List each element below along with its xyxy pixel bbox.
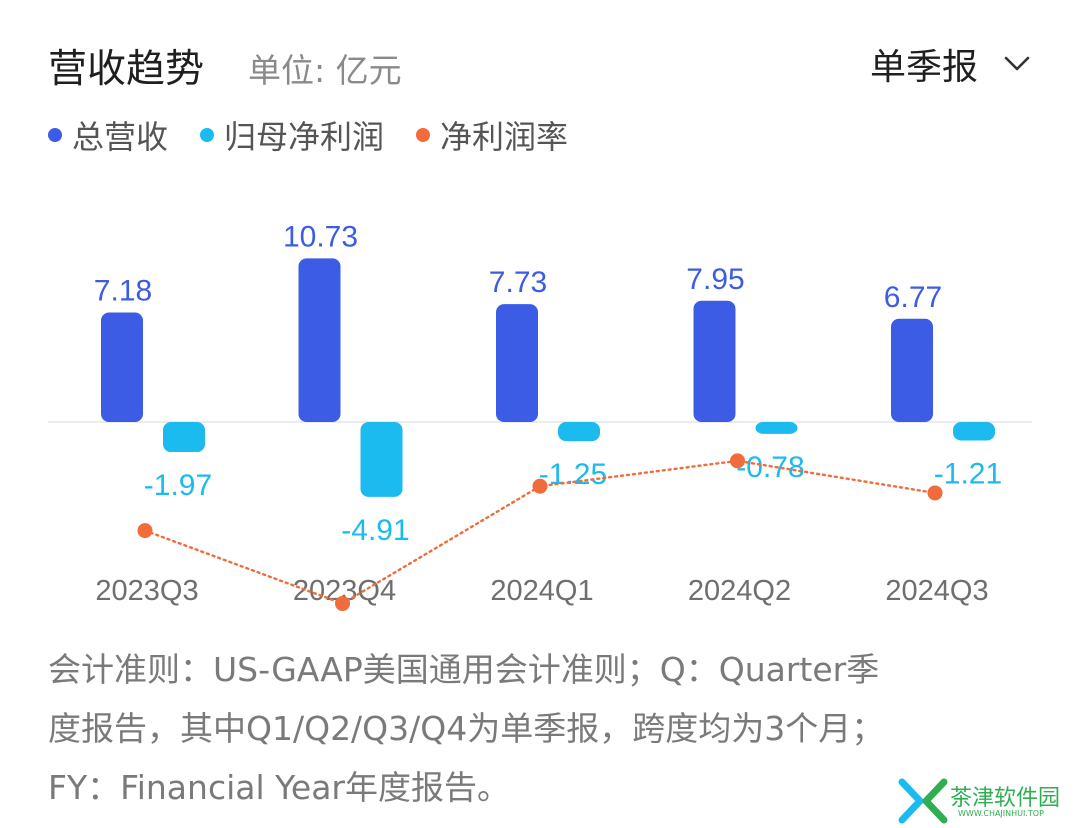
- period-dropdown-label: 单季报: [869, 47, 978, 88]
- net-profit-bar: [558, 422, 600, 442]
- watermark-name: 茶津软件园: [950, 786, 1061, 811]
- x-tick-label: 2024Q1: [490, 575, 593, 607]
- legend-item-net-margin[interactable]: 净利润率: [416, 112, 568, 158]
- accounting-footnote: 会计准则：US-GAAP美国通用会计准则；Q：Quarter季 度报告，其中Q1…: [48, 640, 1032, 817]
- revenue-value-label: 6.77: [884, 281, 942, 314]
- revenue-value-label: 7.18: [94, 275, 152, 308]
- net-margin-point: [137, 523, 153, 539]
- legend-dot-revenue: [48, 128, 62, 142]
- watermark: 茶津软件园 WWW.CHAJINHUI.TOP: [898, 778, 1074, 824]
- legend-label-revenue: 总营收: [72, 118, 169, 156]
- revenue-bar: [891, 318, 933, 422]
- footnote-line: FY：Financial Year年度报告。: [48, 768, 510, 807]
- net-margin-point: [532, 478, 548, 494]
- legend-item-revenue[interactable]: 总营收: [48, 112, 168, 158]
- unit-label: 单位: 亿元: [248, 51, 402, 90]
- footnote-line: 度报告，其中Q1/Q2/Q3/Q4为单季报，跨度均为3个月；: [48, 709, 885, 748]
- net-margin-point: [927, 485, 943, 501]
- revenue-value-label: 7.95: [686, 263, 744, 296]
- watermark-logo-icon: [898, 778, 948, 824]
- legend-dot-net-margin: [416, 128, 431, 142]
- legend-item-net-profit[interactable]: 归母净利润: [200, 112, 384, 158]
- net-profit-bar: [953, 422, 995, 441]
- page-title: 营收趋势: [48, 47, 205, 92]
- revenue-value-label: 10.73: [283, 220, 358, 253]
- net-profit-value-label: -1.21: [934, 457, 1002, 490]
- net-profit-bar: [360, 422, 403, 497]
- revenue-trend-chart: 7.18-1.972023Q310.73-4.912023Q47.73-1.25…: [48, 220, 1032, 612]
- footnote-line: 会计准则：US-GAAP美国通用会计准则；Q：Quarter季: [48, 650, 880, 689]
- watermark-url: WWW.CHAJINHUI.TOP: [958, 809, 1044, 818]
- net-profit-bar: [163, 422, 205, 453]
- net-profit-bar: [755, 422, 798, 434]
- chart-legend: 总营收 归母净利润 净利润率: [48, 112, 600, 158]
- revenue-value-label: 7.73: [489, 266, 547, 299]
- chart-header: 营收趋势 单位: 亿元 单季报: [48, 34, 1032, 94]
- legend-dot-net-profit: [200, 128, 215, 142]
- legend-label-net-margin: 净利润率: [440, 118, 569, 156]
- net-margin-point: [730, 453, 745, 469]
- revenue-bar: [693, 300, 736, 422]
- x-tick-label: 2023Q3: [95, 575, 198, 607]
- net-profit-value-label: -1.25: [539, 458, 607, 491]
- net-margin-point: [335, 596, 350, 612]
- x-tick-label: 2024Q2: [688, 575, 791, 607]
- chevron-down-icon: [1004, 56, 1030, 71]
- revenue-bar: [298, 258, 341, 422]
- x-tick-label: 2024Q3: [885, 575, 988, 607]
- revenue-bar: [496, 304, 538, 422]
- period-dropdown[interactable]: 单季报: [870, 38, 1032, 90]
- revenue-bar: [101, 312, 143, 422]
- net-profit-value-label: -4.91: [341, 514, 409, 547]
- net-profit-value-label: -1.97: [144, 469, 212, 502]
- legend-label-net-profit: 归母净利润: [224, 118, 385, 156]
